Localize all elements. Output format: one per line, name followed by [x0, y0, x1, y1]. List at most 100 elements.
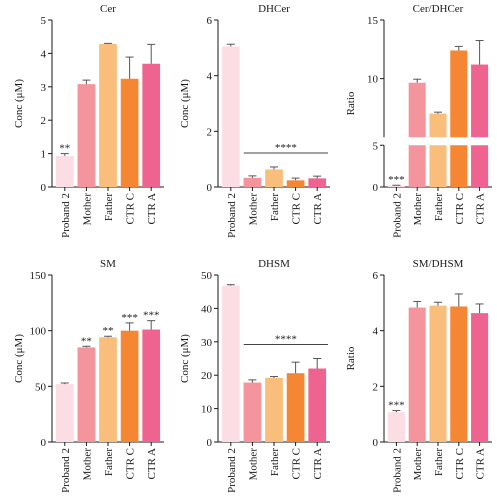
bar-ctr-a-upper	[471, 64, 489, 138]
bar-proband-2	[387, 412, 405, 442]
significance-marker: ***	[121, 312, 138, 324]
bar-father-upper	[429, 113, 447, 138]
y-axis-label: Conc (μM)	[179, 334, 191, 383]
bar-ctr-a	[471, 313, 489, 442]
x-tick-label: Mother	[412, 448, 424, 481]
y-tick-label: 15	[367, 15, 379, 27]
y-tick-label: 0	[373, 182, 379, 194]
y-tick-label: 100	[30, 326, 47, 338]
bar-mother	[243, 382, 262, 442]
significance-marker: **	[59, 143, 70, 155]
y-tick-label: 6	[207, 15, 213, 27]
bar-proband-2	[55, 384, 74, 442]
x-tick-label: CTR C	[125, 193, 137, 224]
y-tick-label: 0	[41, 182, 47, 194]
x-tick-label: Proband 2	[391, 193, 403, 238]
y-tick-label: 1	[41, 149, 47, 161]
bar-proband-2	[221, 46, 240, 187]
y-tick-label: 50	[35, 381, 47, 393]
y-tick-label: 20	[201, 370, 213, 382]
y-tick-label: 2	[41, 115, 47, 127]
y-tick-label: 0	[373, 437, 379, 449]
x-tick-label: CTR C	[454, 448, 466, 479]
x-tick-label: Father	[269, 448, 281, 476]
x-tick-label: Father	[433, 193, 445, 221]
bar-proband-2	[221, 285, 240, 442]
bar-mother	[243, 177, 262, 187]
y-tick-label: 50	[201, 270, 213, 282]
x-tick-label: Proband 2	[60, 193, 72, 238]
x-tick-label: CTR C	[125, 448, 137, 479]
chart-panel-5: SM/DHSM Ratio 0 2 4 6 *** Proband 2 Mother Father…	[345, 258, 492, 493]
bar-ctr-a	[308, 178, 327, 187]
bracket-marker: ****	[275, 142, 297, 154]
chart-panel-0: Cer Conc (μM) 0 1 2 3 4 5 ** Proband 2 Mother Fathe…	[13, 3, 164, 238]
x-tick-label: Father	[103, 193, 115, 221]
bar-mother	[408, 307, 426, 442]
chart-panel-1: DHCer Conc (μM) 0 2 4 6 Proband 2 Mother Father C…	[179, 3, 330, 238]
bar-father	[265, 169, 283, 187]
x-tick-label: Proband 2	[391, 448, 403, 493]
y-axis-label: Ratio	[345, 346, 357, 370]
x-tick-label: Mother	[247, 193, 259, 226]
bar-father	[429, 305, 447, 442]
y-tick-label: 4	[373, 326, 379, 338]
chart-title: Cer	[100, 3, 116, 15]
y-tick-label: 40	[201, 303, 213, 315]
bar-father	[99, 337, 117, 442]
bar-father	[265, 377, 283, 442]
bar-ctr-a	[142, 63, 161, 188]
bar-ctr-c	[120, 330, 139, 442]
y-axis-label: Conc (μM)	[13, 79, 25, 128]
x-tick-label: Proband 2	[60, 448, 72, 493]
x-tick-label: CTR A	[146, 193, 158, 225]
y-axis-label: Conc (μM)	[179, 79, 191, 128]
x-tick-label: CTR C	[454, 193, 466, 224]
bar-mother-upper	[408, 82, 426, 138]
chart-title: DHCer	[258, 3, 290, 15]
bar-ctr-c	[450, 145, 468, 187]
x-tick-label: Father	[103, 448, 115, 476]
x-tick-label: CTR A	[312, 193, 324, 225]
bar-ctr-c	[450, 306, 468, 442]
x-tick-label: CTR C	[291, 193, 303, 224]
y-tick-label: 150	[30, 270, 47, 282]
y-tick-label: 3	[41, 82, 47, 94]
significance-marker: **	[103, 325, 114, 337]
bar-proband-2	[55, 155, 74, 187]
y-axis-label: Ratio	[345, 91, 357, 115]
bar-father	[99, 44, 117, 187]
significance-marker: ***	[143, 310, 160, 322]
x-tick-label: Father	[433, 448, 445, 476]
y-tick-label: 10	[367, 74, 379, 86]
y-tick-label: 0	[41, 437, 47, 449]
y-tick-label: 2	[207, 126, 213, 138]
x-tick-label: CTR A	[475, 193, 487, 225]
y-tick-label: 5	[373, 140, 379, 152]
chart-panel-3: SM Conc (μM) 0 50 100 150 Proband 2 ** Mother ** F…	[13, 258, 164, 493]
bar-ctr-c-upper	[450, 50, 468, 138]
chart-title: SM/DHSM	[413, 258, 464, 270]
bar-mother	[77, 347, 96, 442]
y-tick-label: 4	[207, 71, 213, 83]
bar-ctr-a	[471, 145, 489, 187]
y-tick-label: 30	[201, 337, 213, 349]
x-tick-label: Mother	[81, 448, 93, 481]
x-tick-label: CTR C	[291, 448, 303, 479]
significance-marker: ***	[388, 174, 405, 186]
bar-ctr-c	[286, 373, 305, 442]
x-tick-label: CTR A	[146, 448, 158, 480]
x-tick-label: Mother	[81, 193, 93, 226]
y-tick-label: 2	[373, 381, 379, 393]
x-tick-label: Proband 2	[226, 193, 238, 238]
bar-ctr-a	[142, 329, 161, 442]
significance-marker: ***	[388, 400, 405, 412]
bar-proband-2	[387, 185, 405, 187]
y-axis-label: Conc (μM)	[13, 334, 25, 383]
chart-title: DHSM	[258, 258, 290, 270]
bar-mother	[408, 145, 426, 187]
y-tick-label: 5	[41, 15, 47, 27]
significance-marker: **	[81, 335, 92, 347]
bar-ctr-a	[308, 368, 327, 442]
